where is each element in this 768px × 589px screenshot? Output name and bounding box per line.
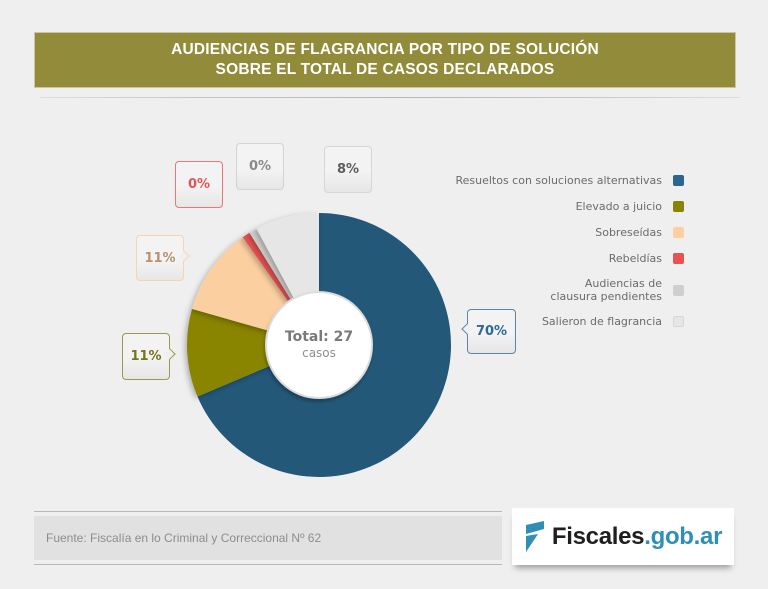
legend-item-resueltos: Resueltos con soluciones alternativas [424, 174, 684, 187]
donut-center-label: Total: 27 casos [266, 292, 372, 398]
legend-item-audiencias: Audiencias de clausura pendientes [424, 277, 684, 303]
legend-label: Elevado a juicio [575, 200, 662, 213]
legend-swatch-sobreseidas [673, 227, 684, 238]
legend-label: Audiencias de clausura pendientes [550, 277, 662, 303]
fiscales-f-icon [525, 520, 544, 552]
legend-label: Rebeldías [608, 252, 662, 265]
callout-audiencias: 0% [236, 143, 284, 190]
callout-resueltos-value: 70% [475, 324, 508, 339]
callout-resueltos: 70% [461, 309, 516, 354]
chart-title-line-1: AUDIENCIAS DE FLAGRANCIA POR TIPO DE SOL… [171, 41, 599, 58]
callout-salieron-value: 8% [336, 162, 360, 177]
legend-item-salieron: Salieron de flagrancia [424, 315, 684, 328]
chart-title-band: AUDIENCIAS DE FLAGRANCIA POR TIPO DE SOL… [34, 32, 736, 88]
callout-sobreseidas-value: 11% [144, 250, 176, 266]
legend-item-sobreseidas: Sobreseídas [424, 226, 684, 239]
callout-elevado: 11% [122, 333, 176, 380]
legend-swatch-salieron [673, 316, 684, 327]
source-box: Fuente: Fiscalía en lo Criminal y Correc… [34, 511, 502, 565]
callout-rebeldias-value: 0% [187, 177, 211, 192]
fiscales-logo[interactable]: Fiscales .gob.ar [512, 508, 734, 565]
callout-elevado-value: 11% [130, 349, 162, 364]
legend-item-rebeldias: Rebeldías [424, 252, 684, 265]
legend-swatch-elevado [673, 201, 684, 212]
legend-label: Salieron de flagrancia [541, 315, 662, 328]
total-cases-value: Total: 27 [284, 329, 354, 345]
donut-hole [265, 291, 373, 399]
legend-swatch-resueltos [673, 175, 684, 186]
source-text: Fuente: Fiscalía en lo Criminal y Correc… [34, 516, 502, 560]
pie-slice-elevado [187, 308, 319, 397]
legend-item-elevado: Elevado a juicio [424, 200, 684, 213]
callout-rebeldias: 0% [175, 161, 223, 208]
logo-text-fiscales: Fiscales [551, 522, 645, 550]
legend-label-line-2: clausura pendientes [550, 290, 662, 303]
callout-salieron: 8% [324, 146, 372, 193]
legend-label: Sobreseídas [595, 226, 662, 239]
legend-swatch-rebeldias [673, 253, 684, 264]
logo-text-domain: .gob.ar [644, 522, 723, 550]
callout-audiencias-value: 0% [248, 159, 272, 174]
legend-swatch-audiencias [673, 284, 684, 296]
title-divider [40, 97, 740, 98]
total-cases-unit: casos [302, 346, 336, 360]
legend-label-line-1: Audiencias de [584, 277, 662, 290]
chart-title-line-2: SOBRE EL TOTAL DE CASOS DECLARADOS [215, 61, 555, 78]
callout-sobreseidas: 11% [136, 235, 190, 281]
legend-label: Resueltos con soluciones alternativas [455, 174, 662, 187]
